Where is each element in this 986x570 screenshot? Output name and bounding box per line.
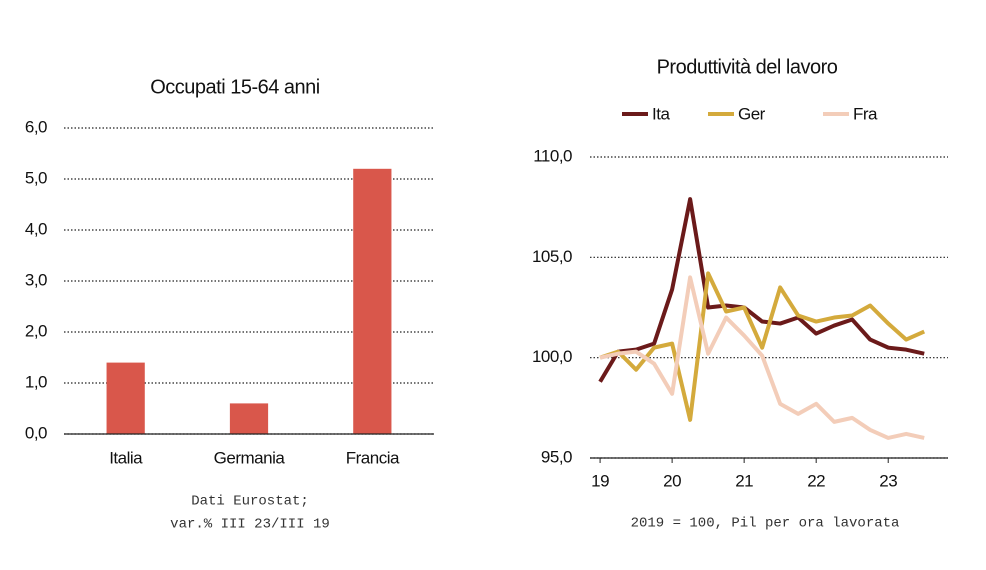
y-tick-label: 1,0: [25, 372, 47, 391]
legend-label: Fra: [853, 104, 878, 123]
y-tick-label: 0,0: [25, 423, 47, 442]
x-tick-label: 19: [591, 471, 609, 490]
x-tick-label: Germania: [214, 448, 286, 467]
note: 2019 = 100, Pil per ora lavorata: [631, 516, 900, 532]
y-tick-label: 105,0: [532, 247, 572, 266]
chart-title: Produttività del lavoro: [657, 56, 838, 78]
bar: [106, 362, 145, 434]
line-series: [599, 275, 925, 440]
bar: [353, 168, 392, 435]
note: Dati Eurostat;: [191, 494, 309, 510]
y-tick-label: 100,0: [532, 347, 572, 366]
x-tick-label: 23: [879, 471, 897, 490]
y-tick-label: 3,0: [25, 270, 47, 289]
line-series: [599, 271, 926, 422]
legend-label: Ita: [652, 104, 670, 123]
x-tick-label: Italia: [109, 448, 143, 467]
y-tick-label: 4,0: [25, 219, 47, 238]
x-tick-label: Francia: [346, 448, 400, 467]
y-tick-label: 95,0: [541, 447, 572, 466]
x-tick-label: 21: [735, 471, 753, 490]
legend-label: Ger: [738, 104, 766, 123]
line-series: [598, 197, 925, 383]
y-tick-label: 2,0: [25, 321, 47, 340]
x-tick-label: 22: [807, 471, 825, 490]
chart-title: Occupati 15-64 anni: [150, 76, 320, 98]
bar: [229, 403, 269, 434]
y-tick-label: 5,0: [25, 168, 47, 187]
y-tick-label: 6,0: [25, 117, 47, 136]
note: var.% III 23/III 19: [170, 517, 330, 533]
y-tick-label: 110,0: [533, 146, 572, 165]
x-tick-label: 20: [663, 471, 681, 490]
